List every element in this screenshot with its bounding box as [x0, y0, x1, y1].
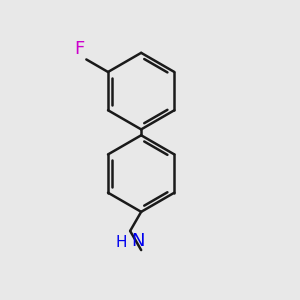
Text: N: N [132, 232, 145, 250]
Text: H: H [115, 236, 127, 250]
Text: F: F [75, 40, 85, 58]
